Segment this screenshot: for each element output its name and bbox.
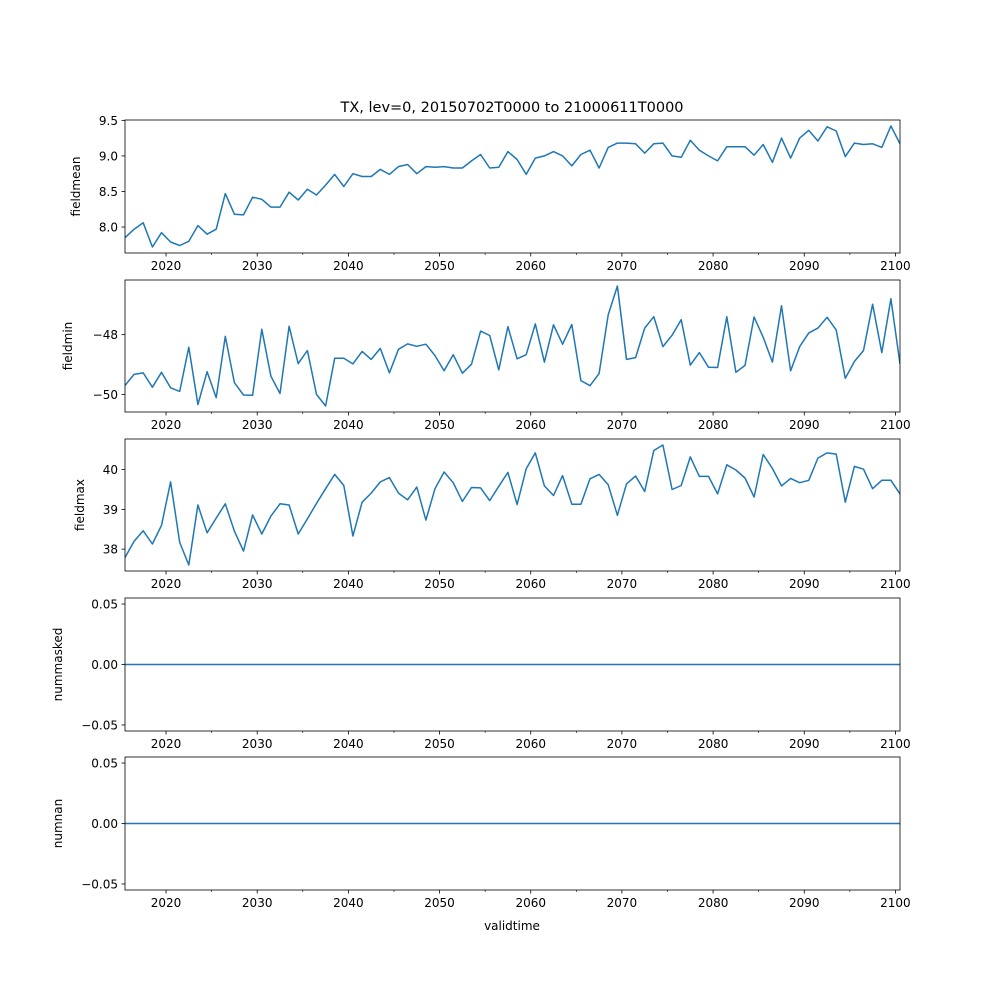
x-tick-label: 2050	[424, 418, 455, 432]
series-line-fieldmin	[125, 285, 900, 407]
x-tick-label: 2030	[242, 896, 273, 910]
x-tick-label: 2060	[515, 259, 546, 273]
y-tick-label: −48	[93, 328, 118, 342]
subplot-nummasked: −0.05 0.00 0.05 2020 2030 2040 2050 2060 2070 208…	[51, 598, 911, 751]
x-tick-label: 2080	[698, 737, 729, 751]
x-tick-label: 2080	[698, 896, 729, 910]
x-tick-label: 2060	[515, 737, 546, 751]
x-tick-label: 2050	[424, 896, 455, 910]
x-tick-label: 2070	[607, 737, 638, 751]
x-tick-label: 2020	[151, 577, 182, 591]
x-tick-label: 2040	[333, 418, 364, 432]
x-tick-label: 2060	[515, 577, 546, 591]
x-tick-label: 2040	[333, 577, 364, 591]
y-tick-label: 0.05	[91, 757, 118, 771]
x-axis-label: validtime	[484, 919, 540, 933]
subplot-fieldmin: −50 −48 2020 2030 2040 2050 2060 2070 2080 2090 21…	[61, 279, 911, 432]
y-tick-label: −0.05	[81, 718, 118, 732]
x-tick-label: 2090	[789, 896, 820, 910]
x-tick-label: 2090	[789, 259, 820, 273]
y-axis-label: numnan	[51, 799, 65, 848]
x-tick-label: 2100	[880, 896, 911, 910]
x-tick-label: 2020	[151, 259, 182, 273]
x-tick-label: 2030	[242, 737, 273, 751]
x-tick-label: 2070	[607, 896, 638, 910]
x-tick-label: 2080	[698, 259, 729, 273]
y-tick-label: 40	[103, 463, 118, 477]
y-axis-label: fieldmin	[61, 322, 75, 371]
subplot-fieldmax: 38 39 40 2020 2030 2040 2050 2060 2070 2080 2090 21…	[73, 438, 911, 591]
x-tick-label: 2050	[424, 737, 455, 751]
x-tick-label: 2100	[880, 259, 911, 273]
y-tick-label: 0.05	[91, 598, 118, 612]
y-tick-label: 9.0	[99, 149, 118, 163]
y-axis-label: nummasked	[51, 628, 65, 702]
y-axis-label: fieldmax	[73, 479, 87, 531]
x-tick-label: 2070	[607, 259, 638, 273]
x-tick-label: 2080	[698, 418, 729, 432]
y-tick-label: 39	[103, 503, 118, 517]
x-tick-label: 2100	[880, 737, 911, 751]
axes-frame	[124, 438, 901, 572]
y-tick-label: 0.00	[91, 817, 118, 831]
y-axis-label: fieldmean	[69, 157, 83, 217]
x-tick-label: 2080	[698, 577, 729, 591]
x-tick-label: 2060	[515, 896, 546, 910]
x-tick-label: 2030	[242, 259, 273, 273]
x-tick-label: 2090	[789, 577, 820, 591]
y-tick-label: 8.5	[99, 185, 118, 199]
chart-title: TX, lev=0, 20150702T0000 to 21000611T000…	[339, 100, 683, 116]
x-tick-label: 2020	[151, 737, 182, 751]
y-tick-label: −50	[93, 388, 118, 402]
x-tick-label: 2070	[607, 577, 638, 591]
series-line-fieldmax	[125, 444, 900, 566]
x-tick-label: 2020	[151, 418, 182, 432]
y-tick-label: 9.5	[99, 114, 118, 128]
y-tick-label: 8.0	[99, 221, 118, 235]
x-tick-label: 2070	[607, 418, 638, 432]
subplot-fieldmean: 8.0 8.5 9.0 9.5 2020 2030 2040 2050 2060 2070 2080…	[69, 114, 911, 273]
y-tick-label: 38	[103, 543, 118, 557]
x-tick-label: 2040	[333, 259, 364, 273]
series-line-fieldmean	[125, 125, 900, 248]
x-tick-label: 2090	[789, 418, 820, 432]
axes-frame	[124, 279, 901, 413]
y-tick-label: −0.05	[81, 877, 118, 891]
x-tick-label: 2060	[515, 418, 546, 432]
x-tick-label: 2100	[880, 418, 911, 432]
x-tick-label: 2030	[242, 577, 273, 591]
subplot-numnan: −0.05 0.00 0.05 2020 2030 2040 2050 2060 2070 208…	[51, 757, 911, 910]
x-tick-label: 2020	[151, 896, 182, 910]
x-tick-label: 2040	[333, 896, 364, 910]
axes-frame	[124, 119, 901, 254]
x-tick-label: 2050	[424, 577, 455, 591]
x-tick-label: 2050	[424, 259, 455, 273]
y-tick-label: 0.00	[91, 658, 118, 672]
x-tick-label: 2090	[789, 737, 820, 751]
x-tick-label: 2040	[333, 737, 364, 751]
x-tick-label: 2100	[880, 577, 911, 591]
x-tick-label: 2030	[242, 418, 273, 432]
